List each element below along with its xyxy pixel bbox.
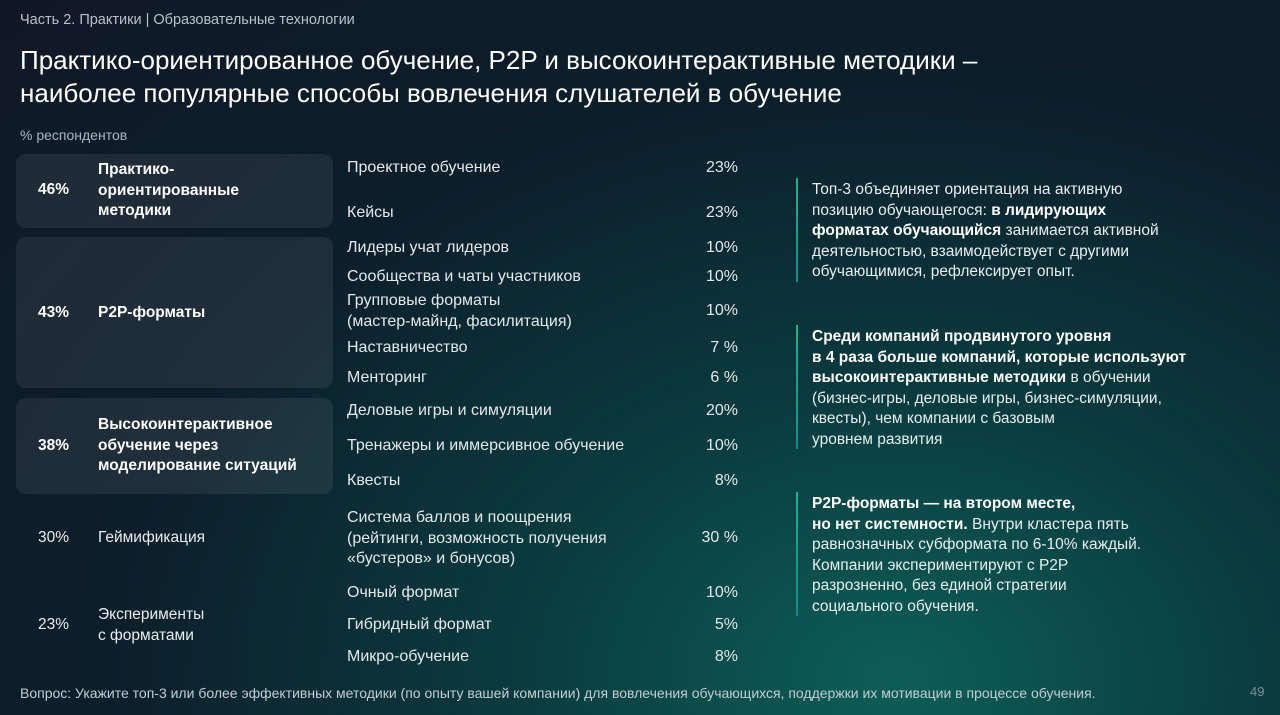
breadcrumb: Часть 2. Практики | Образовательные техн…: [20, 12, 355, 28]
note-text: позицию обучающегося:: [812, 201, 992, 219]
method-value: 10%: [705, 437, 738, 454]
category-name-line: моделирование ситуаций: [98, 457, 297, 474]
note-line: социального обучения.: [812, 597, 979, 615]
note-text: занимается активной: [1001, 222, 1159, 239]
footer-question: Вопрос: Укажите топ-3 или более эффектив…: [20, 685, 1096, 701]
method-label: Сообщества и чаты участников: [347, 268, 581, 285]
note-line: Компании экспериментируют с P2P: [812, 556, 1069, 574]
category-name-line: Эксперименты: [98, 606, 205, 623]
page-number: 49: [1250, 684, 1265, 699]
note-line: высокоинтерактивные методики в обучении: [812, 368, 1242, 389]
note-emphasis: в 4 раза больше компаний, которые исполь…: [812, 348, 1187, 366]
method-value: 8%: [714, 648, 738, 665]
method-label-line: Система баллов и поощрения: [347, 509, 572, 526]
insight-note: P2P-форматы — на втором месте, но нет си…: [812, 494, 1242, 617]
note-line: (бизнес-игры, деловые игры, бизнес-симул…: [812, 389, 1162, 407]
method-value: 8%: [714, 472, 738, 489]
method-label: Очный формат: [347, 584, 460, 601]
category-name-line: Высокоинтерактивное: [98, 416, 273, 433]
category-percent: 38%: [38, 437, 70, 454]
insight-note: Топ-3 объединяет ориентация на активную …: [812, 180, 1242, 283]
note-line: Среди компаний продвинутого уровня: [812, 327, 1242, 348]
category-name: Практико- ориентированные методики: [98, 160, 239, 222]
category-name: P2P-форматы: [98, 303, 205, 324]
method-label: Гибридный формат: [347, 616, 492, 633]
category-name-line: с форматами: [98, 626, 194, 644]
note-accent-bar: [796, 492, 798, 616]
note-line: разрозненно, без единой стратегии: [812, 577, 1067, 594]
note-line: деятельностью, взаимодействует с другими: [812, 242, 1130, 260]
category-name-line: P2P-форматы: [98, 304, 206, 321]
category-name: Геймификация: [98, 528, 205, 549]
method-label: Тренажеры и иммерсивное обучение: [347, 437, 625, 454]
method-value: 10%: [705, 239, 738, 256]
method-value: 6 %: [710, 369, 738, 386]
note-text: Внутри кластера пять: [967, 515, 1129, 533]
method-value: 7 %: [710, 339, 738, 356]
category-percent: 43%: [38, 304, 70, 321]
category-card-p2p: [16, 237, 333, 388]
note-line: позицию обучающегося: в лидирующих: [812, 201, 1242, 222]
category-name-line: Геймификация: [98, 529, 206, 546]
note-emphasis: высокоинтерактивные методики: [812, 369, 1067, 386]
note-line: но нет системности. Внутри кластера пять: [812, 515, 1242, 536]
method-label: Менторинг: [347, 369, 427, 386]
method-value: 5%: [714, 616, 738, 633]
note-accent-bar: [796, 325, 798, 449]
note-text: в обучении: [1066, 369, 1151, 386]
category-name: Эксперименты с форматами: [98, 605, 204, 646]
unit-label: % респондентов: [20, 127, 128, 143]
method-label: Квесты: [347, 472, 401, 489]
page-title-line-2: наиболее популярные способы вовлечения с…: [20, 78, 842, 108]
method-value: 20%: [705, 402, 738, 419]
method-label: Лидеры учат лидеров: [347, 239, 509, 256]
method-label: Система баллов и поощрения (рейтинги, во…: [347, 508, 607, 570]
note-line: равнозначных субформата по 6-10% каждый.: [812, 536, 1142, 553]
category-percent: 30%: [38, 529, 70, 546]
method-value: 23%: [705, 159, 738, 176]
method-label-line: «бустеров» и бонусов): [347, 550, 516, 567]
note-emphasis: P2P-форматы — на втором месте,: [812, 495, 1076, 512]
method-label: Микро-обучение: [347, 648, 470, 665]
method-value: 10%: [705, 584, 738, 601]
note-line: P2P-форматы — на втором месте,: [812, 494, 1242, 515]
method-label: Наставничество: [347, 339, 468, 356]
note-line: квесты), чем компании с базовым: [812, 410, 1055, 427]
note-line: уровнем развития: [812, 430, 943, 448]
page-title: Практико-ориентированное обучение, P2P и…: [20, 44, 1160, 110]
page-title-line-1: Практико-ориентированное обучение, P2P и…: [20, 45, 978, 75]
category-name-line: Практико-: [98, 161, 175, 178]
note-emphasis: Среди компаний продвинутого уровня: [812, 328, 1112, 345]
note-accent-bar: [796, 178, 798, 282]
method-label: Групповые форматы (мастер-майнд, фасилит…: [347, 291, 572, 332]
method-value: 10%: [705, 268, 738, 285]
method-value: 23%: [705, 204, 738, 221]
category-card-practice: [16, 154, 333, 228]
category-name: Высокоинтерактивное обучение через модел…: [98, 415, 297, 477]
method-label: Проектное обучение: [347, 159, 501, 176]
method-label: Деловые игры и симуляции: [347, 402, 552, 419]
note-line: форматах обучающийся занимается активной: [812, 221, 1242, 242]
note-emphasis: форматах обучающийся: [812, 222, 1002, 239]
category-percent: 23%: [38, 616, 70, 633]
method-label-line: (мастер-майнд, фасилитация): [347, 312, 572, 330]
method-label-line: (рейтинги, возможность получения: [347, 529, 607, 547]
note-line: обучающимися, рефлексирует опыт.: [812, 263, 1075, 280]
category-name-line: обучение через: [98, 436, 219, 454]
note-line: в 4 раза больше компаний, которые исполь…: [812, 348, 1242, 369]
method-label: Кейсы: [347, 204, 394, 221]
note-emphasis: но нет системности.: [812, 515, 968, 533]
category-name-line: ориентированные: [98, 181, 240, 199]
insight-note: Среди компаний продвинутого уровня в 4 р…: [812, 327, 1242, 450]
method-value: 30 %: [701, 529, 738, 546]
category-card-interactive: [16, 398, 333, 494]
category-name-line: методики: [98, 202, 172, 219]
note-emphasis: в лидирующих: [991, 201, 1107, 219]
note-line: Топ-3 объединяет ориентация на активную: [812, 181, 1123, 198]
method-value: 10%: [705, 302, 738, 319]
category-percent: 46%: [38, 181, 70, 198]
method-label-line: Групповые форматы: [347, 292, 501, 309]
